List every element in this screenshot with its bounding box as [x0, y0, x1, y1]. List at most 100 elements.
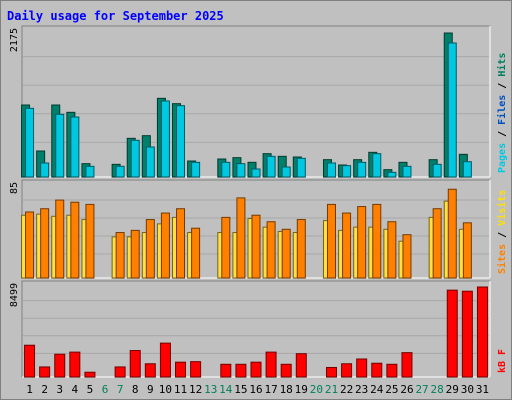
x-tick-label-10: 10: [159, 383, 172, 396]
bar-kbytes-day-17: [265, 351, 277, 378]
bar-sites-day-25: [387, 221, 397, 279]
bar-sites-day-28: [432, 208, 442, 279]
x-tick-label-9: 9: [147, 383, 154, 396]
bar-kbytes-day-26: [401, 352, 413, 378]
bar-sites-day-12: [191, 227, 201, 279]
bar-files-day-1: [25, 107, 35, 178]
x-tick-label-18: 18: [280, 383, 293, 396]
x-tick-label-5: 5: [87, 383, 94, 396]
bar-kbytes-day-22: [341, 363, 353, 378]
bar-sites-day-3: [55, 199, 65, 279]
bar-kbytes-day-11: [175, 361, 187, 378]
bar-sites-day-1: [25, 211, 35, 279]
x-tick-label-1: 1: [26, 383, 33, 396]
bar-sites-day-10: [160, 212, 170, 279]
bar-sites-day-9: [145, 219, 155, 279]
x-axis-labels: 1 2 3 4 5 6 7 8 9 10 11 12 13 14 15 16 17 18 19 20 21 22 23 24 2…: [26, 383, 489, 396]
bar-files-day-24: [372, 153, 382, 178]
bar-files-day-28: [432, 163, 442, 178]
x-tick-label-17: 17: [264, 383, 277, 396]
legend-entry-visits: Visits: [496, 190, 508, 226]
bar-files-day-14: [221, 161, 231, 178]
bar-kbytes-day-10: [159, 342, 171, 378]
bar-sites-day-26: [402, 234, 412, 279]
panel-background: [21, 25, 491, 178]
bar-sites-day-15: [236, 197, 246, 279]
legend-separator: /: [497, 77, 508, 95]
bar-sites-day-5: [85, 203, 95, 279]
x-tick-label-2: 2: [41, 383, 48, 396]
legend-separator: /: [497, 125, 508, 143]
bar-files-day-2: [40, 162, 50, 178]
bar-sites-day-30: [462, 222, 472, 279]
y-axis-max-label: 85: [9, 182, 20, 194]
bar-kbytes-day-15: [235, 363, 247, 378]
bar-files-day-15: [236, 163, 246, 178]
legend-entry-hits: Hits: [496, 53, 508, 77]
bar-files-day-10: [160, 100, 170, 178]
x-tick-label-25: 25: [385, 383, 398, 396]
bar-sites-day-8: [130, 229, 140, 279]
x-tick-label-24: 24: [370, 383, 384, 396]
x-tick-label-12: 12: [189, 383, 202, 396]
bar-files-day-7: [115, 165, 125, 178]
x-tick-label-13: 13: [204, 383, 217, 396]
x-tick-label-23: 23: [355, 383, 368, 396]
bar-files-day-8: [130, 139, 140, 178]
bar-sites-day-22: [342, 212, 352, 279]
bar-sites-day-7: [115, 232, 125, 279]
bar-sites-day-17: [266, 221, 276, 279]
x-tick-label-3: 3: [56, 383, 63, 396]
x-tick-label-21: 21: [325, 383, 338, 396]
bar-kbytes-day-31: [476, 286, 488, 378]
bar-kbytes-day-4: [69, 351, 81, 378]
legend-entry-kb-f: kB F: [497, 349, 508, 373]
bar-files-day-17: [266, 155, 276, 178]
bar-kbytes-day-25: [386, 363, 398, 378]
x-tick-label-28: 28: [431, 383, 444, 396]
x-tick-label-16: 16: [249, 383, 262, 396]
bar-kbytes-day-9: [144, 363, 156, 378]
x-tick-label-20: 20: [310, 383, 323, 396]
bar-sites-day-21: [326, 203, 336, 279]
bar-files-day-16: [251, 168, 261, 178]
x-tick-label-27: 27: [415, 383, 428, 396]
bar-kbytes-day-24: [371, 362, 383, 378]
bar-kbytes-day-16: [250, 361, 262, 378]
bar-sites-day-23: [357, 206, 367, 279]
bar-files-day-30: [462, 161, 472, 178]
x-tick-label-14: 14: [219, 383, 233, 396]
bar-files-day-22: [342, 165, 352, 178]
legend-label: Sites / Visits: [496, 190, 508, 274]
bar-files-day-11: [176, 105, 186, 178]
bar-files-day-3: [55, 113, 65, 178]
x-tick-label-30: 30: [461, 383, 474, 396]
bar-kbytes-day-3: [54, 353, 66, 378]
chart-title: Daily usage for September 2025: [7, 9, 224, 23]
bar-files-day-25: [387, 171, 397, 178]
bar-kbytes-day-14: [220, 363, 232, 378]
panel-kbytes: 8499 kB F: [9, 280, 508, 378]
bar-files-day-5: [85, 165, 95, 178]
x-tick-label-26: 26: [400, 383, 413, 396]
bar-kbytes-day-18: [280, 363, 292, 378]
x-tick-label-7: 7: [117, 383, 124, 396]
bar-kbytes-day-5: [84, 371, 96, 378]
bar-sites-day-29: [447, 188, 457, 279]
x-tick-label-19: 19: [295, 383, 308, 396]
x-tick-label-8: 8: [132, 383, 139, 396]
legend-entry-sites: Sites: [496, 244, 508, 274]
legend-label: Pages / Files / Hits: [496, 53, 508, 173]
bar-sites-day-24: [372, 203, 382, 279]
bar-kbytes-day-30: [461, 290, 473, 378]
bar-files-day-21: [326, 162, 336, 178]
bar-sites-day-2: [40, 208, 50, 279]
bar-sites-day-11: [176, 208, 186, 279]
bar-sites-day-16: [251, 214, 261, 279]
x-tick-label-11: 11: [174, 383, 187, 396]
x-tick-label-31: 31: [476, 383, 489, 396]
bar-files-day-29: [447, 42, 457, 178]
bar-files-day-23: [357, 161, 367, 178]
panel-visits: 85 Sites / Visits: [9, 179, 508, 279]
